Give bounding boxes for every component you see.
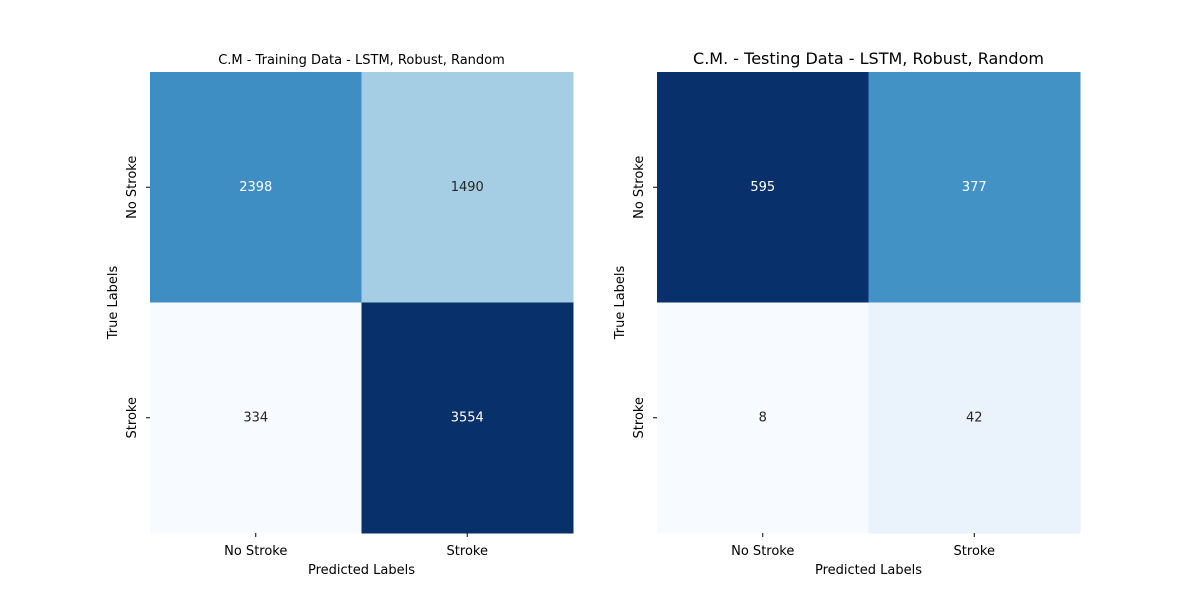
x-tick-label: No Stroke [731,544,794,559]
cell-value-label: 377 [962,180,987,195]
y-tick-label: Stroke [632,397,647,438]
cell-value-label: 334 [243,410,268,425]
x-tick-label: No Stroke [224,544,287,559]
cell-value-label: 8 [759,410,767,425]
chart-title: C.M. - Testing Data - LSTM, Robust, Rand… [693,49,1044,68]
heatmap-cell [868,302,1081,534]
x-tick-label: Stroke [447,544,488,559]
x-tick-label: Stroke [954,544,995,559]
cell-value-label: 1490 [451,180,484,195]
heatmap-cell [361,302,574,534]
heatmap-cell [150,302,362,534]
heatmap-cell [361,72,574,303]
y-tick-label: Stroke [125,397,140,438]
heatmap-cell [657,72,869,303]
x-axis-label: Predicted Labels [308,563,415,578]
cell-value-label: 42 [966,410,983,425]
x-axis-label: Predicted Labels [815,563,922,578]
heatmap-panel-1: 2398 1490 334 3554 C.M - Training Data - LST… [106,53,574,578]
y-tick-label: No Stroke [632,156,647,219]
cell-value-label: 595 [750,180,775,195]
y-axis-label: True Labels [106,265,121,340]
cell-value-label: 2398 [239,180,272,195]
cell-value-label: 3554 [451,410,484,425]
y-axis-label: True Labels [613,265,628,340]
heatmap-cell [150,72,362,303]
heatmap-panel-2: 595 377 8 42 C.M. - Testing Data - LSTM, Rob… [613,49,1081,578]
heatmap-cell [657,302,869,534]
y-tick-label: No Stroke [125,156,140,219]
chart-title: C.M - Training Data - LSTM, Robust, Rand… [218,53,505,68]
heatmap-cell [868,72,1081,303]
